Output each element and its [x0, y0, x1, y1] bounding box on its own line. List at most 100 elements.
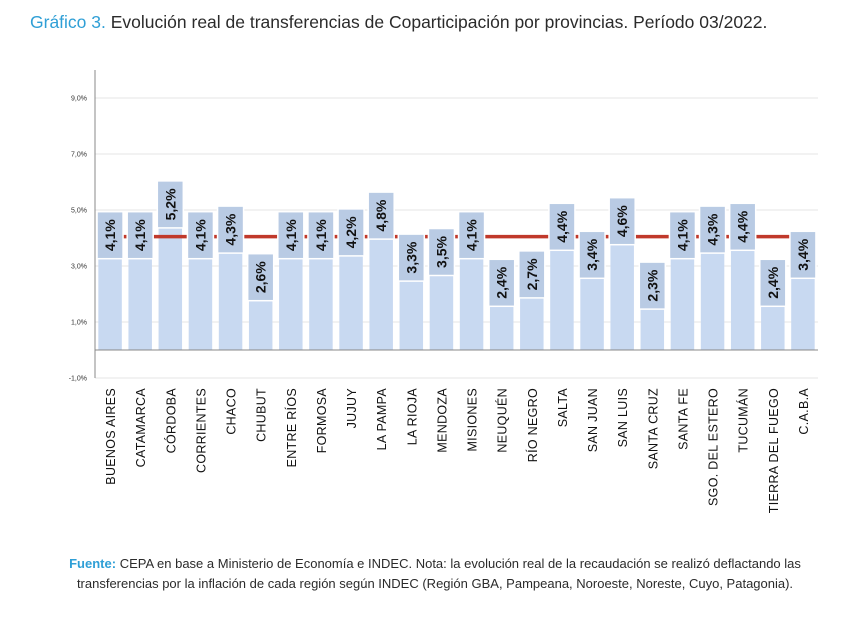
data-label: 4,6%	[614, 205, 630, 237]
data-label-box	[518, 250, 546, 299]
data-label-box	[397, 233, 426, 282]
data-label-box	[789, 230, 817, 280]
data-label-box	[337, 208, 365, 257]
footnote-prefix: Fuente:	[69, 556, 117, 571]
footnote-text: CEPA en base a Ministerio de Economía e …	[76, 556, 801, 591]
category-label: SAN JUAN	[586, 388, 600, 452]
bar-chart: -1,0% 1,0% 3,0% 5,0% 7,0% 9,0% 4,1% 4,1% 5,2% 4,1…	[69, 70, 818, 513]
category-label: FORMOSA	[315, 388, 329, 454]
data-label-box	[457, 210, 486, 260]
bar	[550, 226, 574, 350]
category-label: TIERRA DEL FUEGO	[767, 388, 781, 513]
data-label-box	[216, 205, 245, 254]
bar	[158, 204, 183, 350]
footnote: Fuente: CEPA en base a Ministerio de Eco…	[40, 554, 830, 594]
y-tick-label: -1,0%	[69, 376, 87, 383]
data-label: 4,1%	[192, 219, 208, 251]
category-label: CHUBUT	[255, 388, 269, 442]
bar	[128, 235, 152, 350]
y-tick-label: 1,0%	[71, 320, 87, 327]
data-label: 4,1%	[132, 219, 148, 251]
data-label-box	[759, 258, 787, 308]
category-label: BUENOS AIRES	[104, 388, 118, 485]
y-tick-label: 7,0%	[71, 152, 87, 159]
bar	[670, 235, 695, 350]
bar	[279, 235, 303, 350]
data-label: 2,4%	[765, 266, 781, 298]
category-label: CATAMARCA	[134, 388, 148, 468]
data-label-box	[698, 205, 727, 254]
category-label: SGO. DEL ESTERO	[707, 388, 721, 506]
data-label: 3,5%	[433, 235, 449, 267]
bar	[429, 252, 454, 350]
data-label: 4,1%	[313, 219, 329, 251]
data-label: 4,4%	[554, 210, 570, 242]
category-label: MENDOZA	[435, 388, 449, 453]
bar	[188, 235, 213, 350]
category-label: C.A.B.A	[797, 388, 811, 435]
data-label-box	[156, 180, 185, 229]
bar	[309, 235, 333, 350]
data-label-box	[608, 196, 636, 246]
data-label: 4,2%	[343, 216, 359, 248]
data-label: 4,1%	[283, 219, 299, 251]
chart-title: Gráfico 3. Evolución real de transferenc…	[30, 12, 850, 33]
bar	[730, 226, 755, 350]
category-label: SANTA CRUZ	[646, 388, 660, 469]
category-label: MISIONES	[466, 388, 480, 452]
data-label: 3,4%	[795, 238, 811, 270]
bar	[700, 229, 725, 350]
data-label: 4,1%	[102, 219, 118, 251]
data-label-box	[367, 191, 395, 240]
data-label-box	[246, 252, 275, 302]
chart-title-text: Evolución real de transferencias de Copa…	[110, 12, 768, 32]
data-label-box	[548, 202, 576, 252]
bar	[339, 232, 363, 350]
category-label: SALTA	[556, 388, 570, 428]
category-label: ENTRE RÍOS	[284, 388, 299, 467]
data-label-box	[578, 230, 606, 280]
data-label-box	[96, 210, 124, 260]
data-label-box	[277, 210, 305, 260]
data-label: 4,8%	[373, 199, 389, 231]
data-label: 2,4%	[494, 266, 510, 298]
data-label-box	[728, 202, 757, 252]
data-label: 4,1%	[464, 219, 480, 251]
category-label: CHACO	[225, 388, 239, 435]
data-label: 3,3%	[403, 241, 419, 273]
category-label: JUJUY	[345, 388, 359, 429]
bar	[369, 215, 393, 350]
data-label: 2,3%	[644, 269, 660, 301]
data-label: 2,7%	[524, 258, 540, 290]
category-label: CORRIENTES	[194, 388, 208, 473]
y-tick-label: 3,0%	[71, 264, 87, 271]
y-tick-label: 5,0%	[71, 208, 87, 215]
category-label: LA RIOJA	[405, 388, 419, 446]
data-label-box	[186, 210, 215, 260]
data-label: 5,2%	[162, 188, 178, 220]
category-label: NEUQUÉN	[495, 388, 510, 453]
data-label: 4,1%	[674, 219, 690, 251]
category-label: RÍO NEGRO	[525, 388, 540, 462]
data-label-box	[126, 210, 154, 260]
data-label: 2,6%	[253, 261, 269, 293]
bar	[610, 221, 634, 350]
data-label: 4,3%	[223, 213, 239, 245]
data-label-box	[427, 227, 456, 277]
data-label-box	[487, 258, 516, 308]
data-label: 4,3%	[705, 213, 721, 245]
category-label: SAN LUIS	[616, 388, 630, 447]
category-label: LA PAMPA	[375, 388, 389, 451]
y-tick-label: 9,0%	[71, 96, 87, 103]
bar	[98, 235, 122, 350]
category-label: CÓRDOBA	[163, 388, 178, 454]
data-label: 3,4%	[584, 238, 600, 270]
data-label-box	[307, 210, 335, 260]
data-label: 4,4%	[735, 210, 751, 242]
bar	[218, 229, 243, 350]
category-label: SANTA FE	[676, 388, 690, 450]
data-label-box	[638, 261, 667, 310]
chart-title-prefix: Gráfico 3.	[30, 12, 106, 32]
category-label: TUCUMÁN	[736, 388, 751, 453]
data-label-box	[668, 210, 697, 260]
